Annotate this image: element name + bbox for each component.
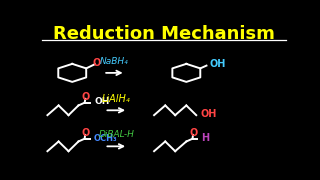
- Text: OH: OH: [210, 59, 226, 69]
- Text: O: O: [82, 92, 90, 102]
- Text: H: H: [201, 133, 209, 143]
- Text: O: O: [189, 128, 197, 138]
- Text: Reduction Mechanism: Reduction Mechanism: [53, 25, 275, 43]
- Text: LiAlH₄: LiAlH₄: [102, 94, 131, 104]
- Text: O: O: [93, 58, 101, 68]
- Text: OCH₃: OCH₃: [93, 134, 117, 143]
- Text: OH: OH: [94, 98, 109, 107]
- Text: OH: OH: [201, 109, 217, 119]
- Text: DiBAL-H: DiBAL-H: [99, 130, 134, 139]
- Text: NaBH₄: NaBH₄: [100, 57, 129, 66]
- Text: O: O: [81, 128, 90, 138]
